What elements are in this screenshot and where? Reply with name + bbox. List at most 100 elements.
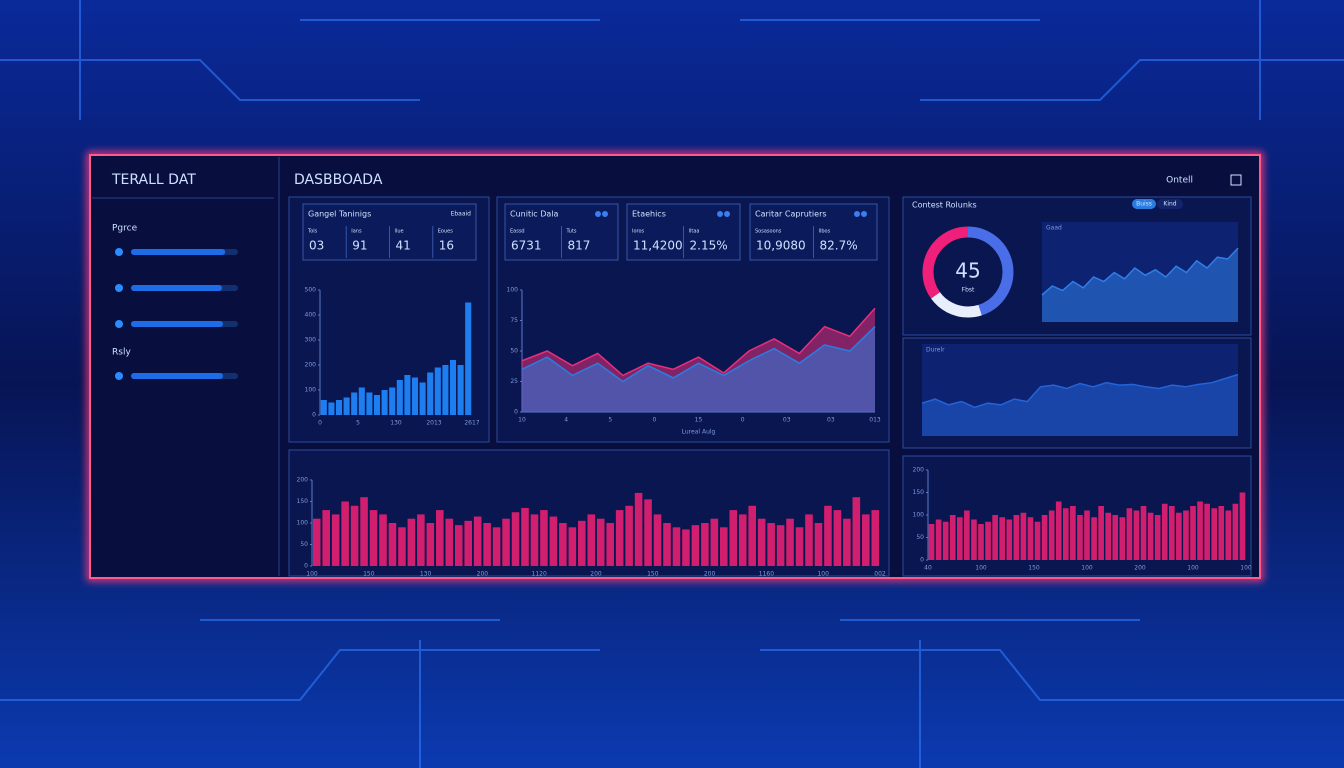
x-tick-label: 5: [608, 417, 612, 424]
y-tick-label: 100: [297, 520, 309, 527]
bar: [1204, 503, 1210, 560]
cell-label: Ilbos: [819, 229, 831, 235]
y-tick-label: 200: [913, 467, 925, 474]
bar: [833, 510, 842, 566]
cell-value: 41: [396, 239, 411, 253]
bar: [1048, 510, 1055, 560]
gauge-label: Fbst: [962, 287, 975, 294]
bar: [328, 402, 335, 415]
toggle[interactable]: [1132, 199, 1156, 209]
line: [521, 307, 876, 377]
bar: [454, 525, 463, 566]
x-tick-label: 15: [695, 417, 703, 424]
toggle-label[interactable]: Kind: [1163, 201, 1176, 208]
menu-icon[interactable]: [1230, 174, 1242, 186]
bar: [464, 520, 472, 566]
x-tick-label: 0: [318, 420, 322, 427]
bar: [1020, 512, 1027, 560]
bar: [871, 510, 880, 566]
sidebar-title: TERALL DAT: [111, 172, 196, 188]
y-tick-label: 150: [913, 489, 925, 496]
bar: [388, 523, 397, 566]
bar: [1197, 501, 1203, 560]
progress-bar: [131, 285, 222, 291]
bar: [1091, 517, 1097, 560]
cell-label: Ians: [351, 229, 362, 235]
bar: [1070, 506, 1076, 560]
badge-dot: [602, 211, 608, 217]
y-tick-label: 0: [514, 409, 518, 416]
bar: [331, 514, 340, 566]
gauge-value: 45: [955, 259, 980, 283]
cell-label: Sosasoons: [755, 229, 782, 235]
bar: [1183, 510, 1189, 560]
bar: [578, 520, 586, 566]
x-tick-label: 5: [356, 420, 360, 427]
card-title: Caritar Caprutiers: [755, 210, 827, 219]
bar: [312, 518, 321, 566]
y-tick-label: 400: [305, 312, 317, 319]
gauge-segment: [922, 226, 1014, 318]
bar: [795, 527, 804, 566]
y-tick-label: 200: [297, 477, 309, 484]
bar: [1239, 492, 1246, 560]
bar: [404, 375, 411, 415]
line: [921, 373, 1239, 409]
bar: [634, 492, 643, 566]
bar: [419, 382, 426, 415]
y-tick-label: 0: [304, 563, 308, 570]
bar: [436, 510, 444, 566]
bar: [587, 514, 596, 566]
bar: [417, 514, 425, 566]
x-tick-label: 200: [1134, 565, 1146, 572]
y-tick-label: 100: [507, 287, 519, 294]
bar: [971, 519, 977, 560]
bar: [663, 523, 671, 566]
panel-title: Contest Rolunks: [912, 201, 977, 210]
bar: [549, 516, 558, 566]
bar: [457, 365, 464, 415]
cell-label: Tols: [307, 229, 318, 235]
bar: [615, 510, 624, 566]
y-tick-label: 500: [305, 287, 317, 294]
header-title: DASBBOADA: [294, 172, 383, 188]
header-action[interactable]: Ontell: [1166, 176, 1193, 186]
sidebar-label: Pgrce: [112, 224, 138, 234]
bar: [701, 523, 709, 566]
bar: [1062, 508, 1069, 560]
x-tick-label: 4: [564, 417, 568, 424]
bar: [691, 525, 700, 566]
bar: [843, 518, 851, 566]
toggle-label[interactable]: Buiss: [1136, 201, 1152, 208]
bar: [483, 523, 491, 566]
x-tick-label: 130: [420, 571, 432, 578]
card-title: Cunitic Dala: [510, 210, 559, 219]
bar: [1161, 503, 1168, 560]
toggle[interactable]: [1157, 199, 1183, 209]
bar: [449, 360, 457, 415]
bar: [335, 400, 343, 415]
bar: [1013, 515, 1020, 560]
bar: [1112, 515, 1119, 560]
cell-value: 03: [309, 239, 324, 253]
bullet: [115, 320, 123, 328]
bar: [1006, 519, 1013, 560]
area-fill: [922, 374, 1238, 436]
y-tick-label: 75: [510, 317, 518, 324]
bar: [559, 523, 567, 566]
x-tick-label: 150: [647, 571, 659, 578]
bar: [373, 395, 381, 415]
line: [521, 326, 876, 383]
bar: [389, 387, 396, 415]
y-tick-label: 0: [312, 412, 316, 419]
badge-dot: [717, 211, 723, 217]
cell-value: 10,9080: [756, 239, 806, 253]
bar: [776, 525, 785, 566]
bar: [596, 518, 605, 566]
x-tick-label: 002: [874, 571, 886, 578]
bar: [1126, 508, 1133, 560]
bar: [824, 505, 832, 566]
bullet: [115, 284, 123, 292]
bar: [625, 505, 633, 566]
